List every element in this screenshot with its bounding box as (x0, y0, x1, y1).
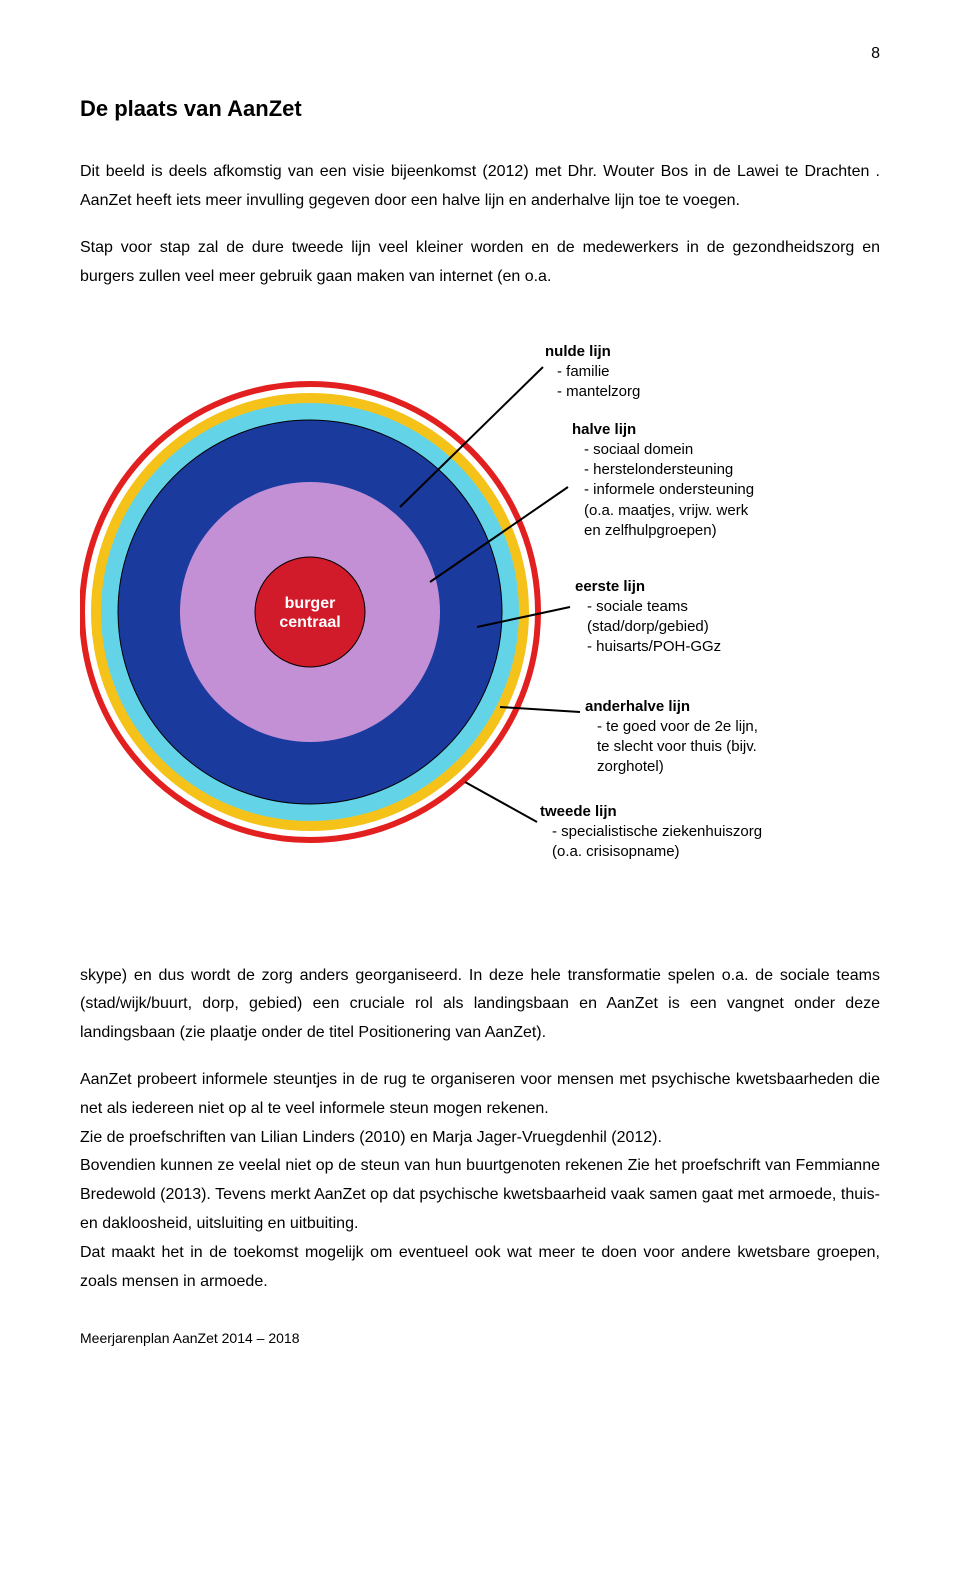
legend-item: - informele ondersteuning (572, 480, 754, 500)
legend-item: - te goed voor de 2e lijn, (585, 717, 758, 737)
paragraph-6: Bovendien kunnen ze veelal niet op de st… (80, 1152, 880, 1238)
legend-title: tweede lijn (540, 802, 762, 822)
legend-item: - mantelzorg (545, 382, 640, 402)
legend-nulde: nulde lijn- familie- mantelzorg (545, 342, 640, 403)
legend-item: (stad/dorp/gebied) (575, 617, 721, 637)
legend-item: (o.a. crisisopname) (540, 842, 762, 862)
legend-anderhalve: anderhalve lijn- te goed voor de 2e lijn… (585, 697, 758, 778)
footer: Meerjarenplan AanZet 2014 – 2018 (80, 1326, 880, 1351)
legend-item: - sociaal domein (572, 440, 754, 460)
page-number: 8 (80, 40, 880, 69)
legend-item: zorghotel) (585, 757, 758, 777)
legend-item: - specialistische ziekenhuiszorg (540, 822, 762, 842)
legend-title: eerste lijn (575, 577, 721, 597)
legend-item: - huisarts/POH-GGz (575, 637, 721, 657)
diagram-center-label: burgercentraal (260, 594, 360, 632)
legend-item: - herstelondersteuning (572, 460, 754, 480)
legend-halve: halve lijn- sociaal domein- herstelonder… (572, 420, 754, 542)
legend-item: - familie (545, 362, 640, 382)
paragraph-2: Stap voor stap zal de dure tweede lijn v… (80, 234, 880, 292)
concentric-diagram: burgercentraal nulde lijn- familie- mant… (80, 312, 880, 932)
legend-title: anderhalve lijn (585, 697, 758, 717)
paragraph-1: Dit beeld is deels afkomstig van een vis… (80, 158, 880, 216)
legend-title: nulde lijn (545, 342, 640, 362)
paragraph-5: Zie de proefschriften van Lilian Linders… (80, 1124, 880, 1153)
legend-item: (o.a. maatjes, vrijw. werk (572, 501, 754, 521)
legend-eerste: eerste lijn- sociale teams (stad/dorp/ge… (575, 577, 721, 658)
page-title: De plaats van AanZet (80, 89, 880, 129)
legend-item: te slecht voor thuis (bijv. (585, 737, 758, 757)
legend-tweede: tweede lijn- specialistische ziekenhuisz… (540, 802, 762, 863)
legend-title: halve lijn (572, 420, 754, 440)
paragraph-7: Dat maakt het in de toekomst mogelijk om… (80, 1239, 880, 1297)
paragraph-4: AanZet probeert informele steuntjes in d… (80, 1066, 880, 1124)
legend-item: en zelfhulpgroepen) (572, 521, 754, 541)
paragraph-3: skype) en dus wordt de zorg anders georg… (80, 962, 880, 1048)
legend-item: - sociale teams (575, 597, 721, 617)
